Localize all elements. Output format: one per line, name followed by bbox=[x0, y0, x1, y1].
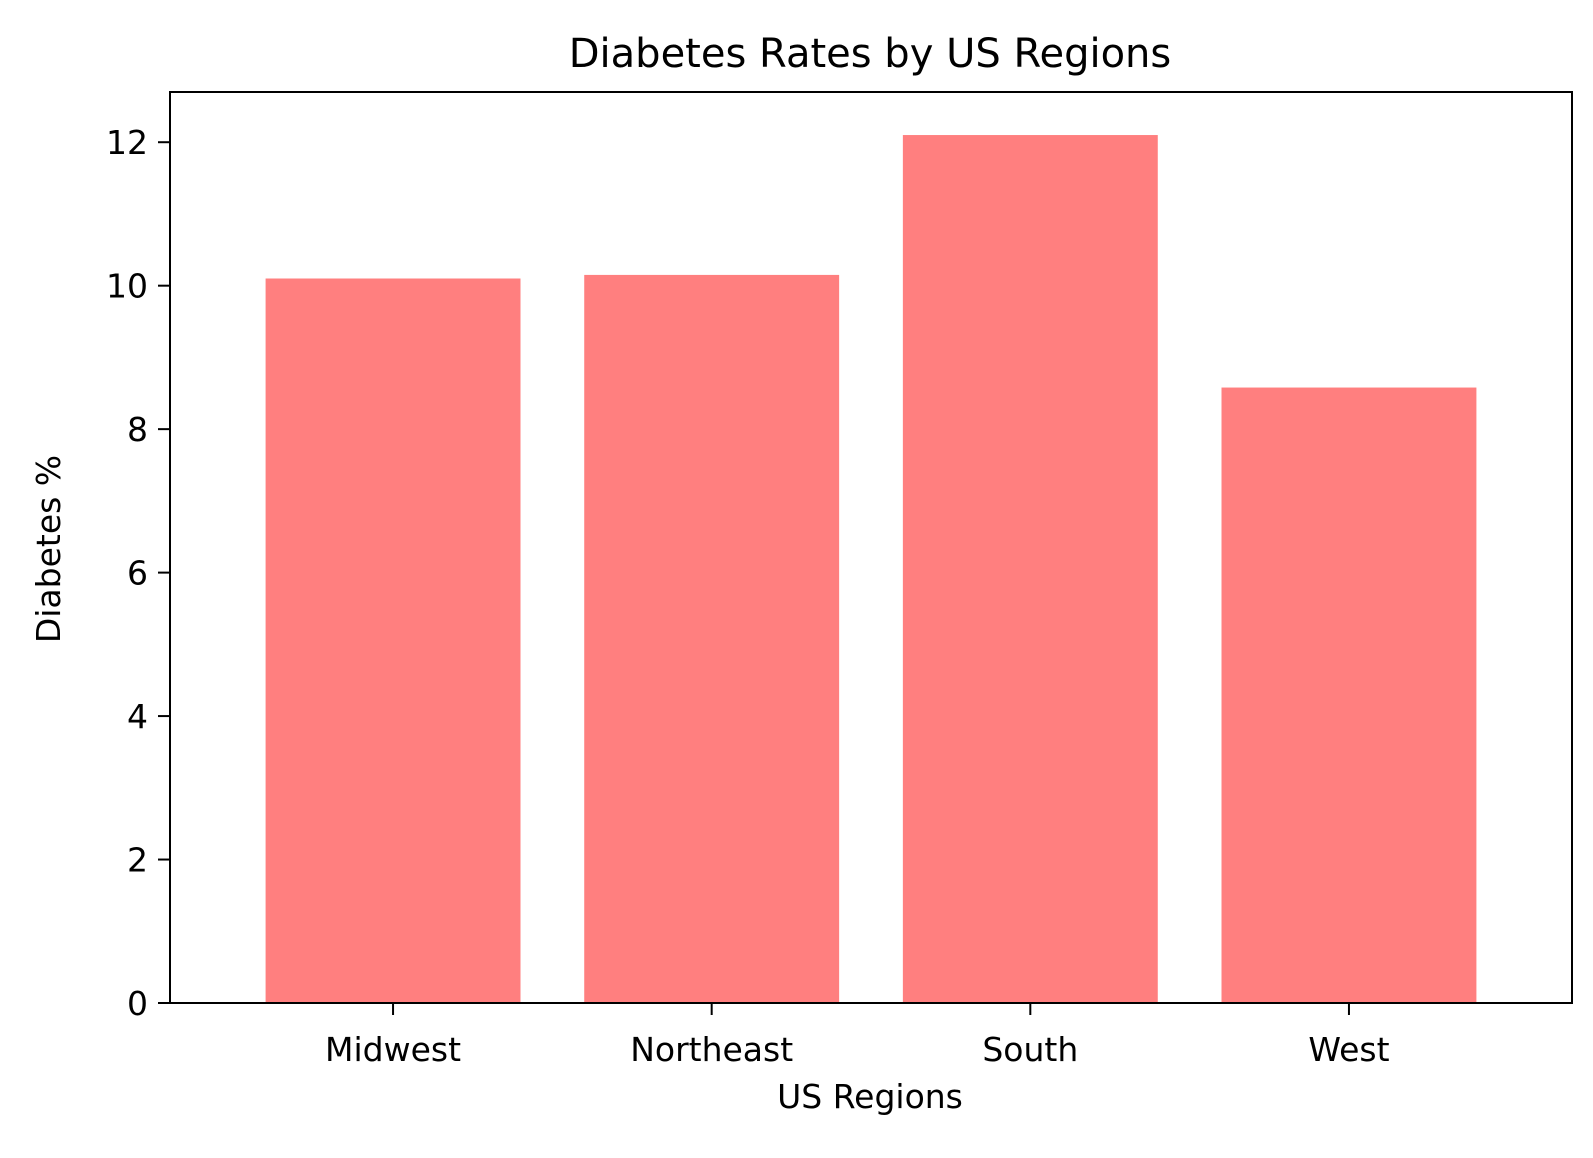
y-tick-label: 0 bbox=[127, 984, 148, 1023]
y-tick-label: 4 bbox=[127, 697, 148, 736]
x-tick-label: West bbox=[1308, 1030, 1389, 1069]
y-tick-label: 10 bbox=[106, 267, 148, 306]
y-tick-label: 12 bbox=[106, 123, 148, 162]
bar-west bbox=[1221, 387, 1477, 1004]
x-tick-label: Midwest bbox=[325, 1030, 461, 1069]
y-axis-ticks: 0 2 4 6 8 10 12 bbox=[106, 123, 170, 1023]
chart-title: Diabetes Rates by US Regions bbox=[569, 31, 1171, 77]
y-axis-label: Diabetes % bbox=[29, 455, 68, 643]
x-axis-ticks: Midwest Northeast South West bbox=[325, 1003, 1390, 1069]
bar-northeast bbox=[584, 274, 840, 1003]
y-tick-label: 2 bbox=[127, 841, 148, 880]
x-tick-label: South bbox=[982, 1030, 1078, 1069]
y-tick-label: 8 bbox=[127, 410, 148, 449]
bars-group bbox=[265, 135, 1477, 1004]
bar-south bbox=[902, 135, 1158, 1003]
bar-midwest bbox=[265, 278, 521, 1004]
x-axis-label: US Regions bbox=[777, 1077, 963, 1116]
plot-frame bbox=[169, 91, 1573, 1004]
x-tick-label: Northeast bbox=[630, 1030, 793, 1069]
y-tick-label: 6 bbox=[127, 554, 148, 593]
